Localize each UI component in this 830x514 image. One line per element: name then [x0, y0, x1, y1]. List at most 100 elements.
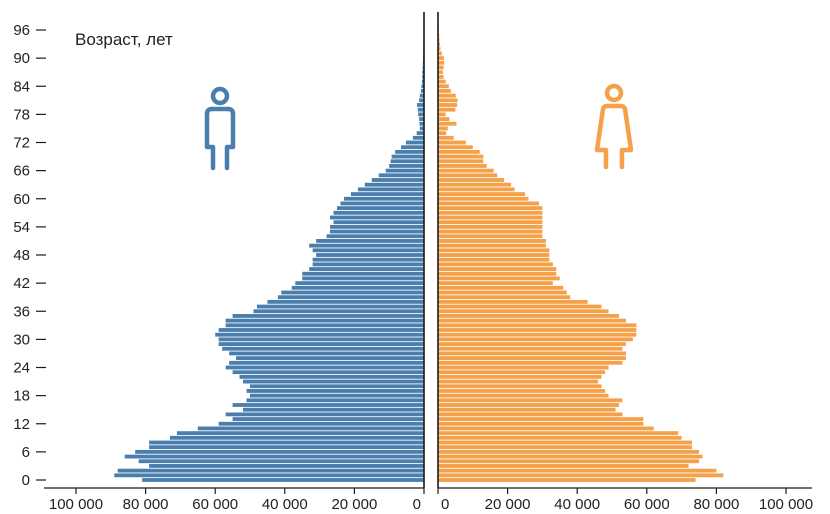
- female-bar: [438, 384, 602, 389]
- female-bar: [438, 112, 446, 117]
- female-bar: [438, 135, 454, 140]
- male-bar: [295, 281, 424, 286]
- male-bar: [169, 435, 424, 440]
- male-bar: [385, 168, 424, 173]
- male-bar: [149, 440, 424, 445]
- male-bar: [421, 84, 424, 89]
- female-bar: [438, 253, 550, 257]
- female-bar: [438, 149, 480, 154]
- male-bar: [357, 187, 424, 192]
- male-bar: [412, 135, 424, 140]
- female-bar: [438, 393, 609, 398]
- female-bar: [438, 412, 623, 417]
- male-bar: [225, 323, 424, 328]
- female-bar: [438, 271, 557, 276]
- y-tick-label: 48: [13, 247, 30, 264]
- female-bar: [438, 145, 473, 150]
- female-bar: [438, 79, 446, 84]
- male-bar: [330, 215, 424, 220]
- female-bar: [438, 276, 560, 281]
- y-tick-label: 36: [13, 303, 30, 320]
- female-bar: [438, 46, 441, 51]
- male-bar: [337, 206, 424, 211]
- female-bar: [438, 192, 525, 196]
- female-bar: [438, 154, 484, 159]
- female-bar: [438, 267, 557, 271]
- male-bar: [371, 178, 424, 182]
- female-bar: [438, 51, 442, 56]
- female-bar: [438, 370, 606, 375]
- female-bar: [438, 454, 703, 459]
- male-bar: [256, 304, 424, 309]
- female-bar: [438, 93, 456, 98]
- female-bar: [438, 473, 724, 478]
- male-bar: [236, 356, 424, 361]
- female-bar: [438, 98, 458, 103]
- male-bar: [312, 262, 424, 267]
- y-tick-label: 30: [13, 331, 30, 348]
- female-bar: [438, 332, 637, 337]
- female-bar: [438, 328, 637, 332]
- female-bar: [438, 215, 543, 220]
- male-bar: [239, 374, 424, 379]
- male-bar: [417, 103, 424, 107]
- male-bar: [418, 112, 424, 117]
- male-bar: [142, 478, 424, 482]
- male-bar: [330, 229, 424, 234]
- male-bar: [197, 426, 424, 431]
- male-bar: [222, 346, 424, 351]
- female-bar: [438, 299, 588, 304]
- female-bar: [438, 196, 529, 201]
- y-axis-title: Возраст, лет: [75, 30, 173, 49]
- female-bar: [438, 173, 498, 178]
- male-bar: [316, 239, 424, 243]
- male-bar: [250, 384, 424, 389]
- x-tick-label-left: 20 000: [331, 496, 377, 513]
- female-bar: [438, 140, 466, 145]
- male-bar: [416, 131, 424, 136]
- male-bar: [340, 201, 424, 206]
- female-bar: [438, 89, 451, 93]
- x-tick-label-left: 40 000: [262, 496, 308, 513]
- y-tick-label: 72: [13, 135, 30, 152]
- male-bar: [405, 140, 424, 145]
- male-bar: [267, 299, 424, 304]
- y-tick-label: 96: [13, 22, 30, 39]
- female-bar: [438, 201, 539, 206]
- tick-labels: 0 6 12 18 24 30 36 42 48 54 60 66 72 78 84 90 96 100 000 8…: [13, 22, 813, 513]
- female-bar: [438, 356, 626, 361]
- male-bar: [420, 89, 424, 93]
- female-bar: [438, 56, 444, 61]
- male-bar: [422, 70, 424, 75]
- female-bar: [438, 295, 571, 300]
- female-bar: [438, 131, 447, 136]
- male-person-icon: [204, 86, 236, 171]
- female-bar: [438, 281, 553, 286]
- x-tick-label-left: 80 000: [123, 496, 169, 513]
- male-bar: [229, 351, 424, 356]
- female-bar: [438, 323, 637, 328]
- female-bar: [438, 468, 717, 473]
- female-bar: [438, 314, 619, 318]
- female-bar: [438, 464, 689, 468]
- male-bar: [309, 243, 424, 248]
- female-bar: [438, 70, 443, 75]
- male-bar: [232, 403, 424, 407]
- female-bar: [438, 84, 449, 89]
- female-bar: [438, 159, 484, 164]
- male-bar: [218, 342, 424, 346]
- male-bar: [225, 365, 424, 370]
- female-bar: [438, 248, 550, 253]
- female-bar: [438, 407, 616, 412]
- female-bar: [438, 234, 543, 239]
- female-bar: [438, 178, 505, 182]
- male-bar: [401, 145, 424, 150]
- female-bar: [438, 243, 546, 248]
- female-bar: [438, 262, 553, 267]
- male-bar: [277, 295, 424, 300]
- female-bar: [438, 426, 654, 431]
- male-bar: [149, 464, 424, 468]
- male-bar: [326, 234, 424, 239]
- female-person-icon: [594, 83, 634, 170]
